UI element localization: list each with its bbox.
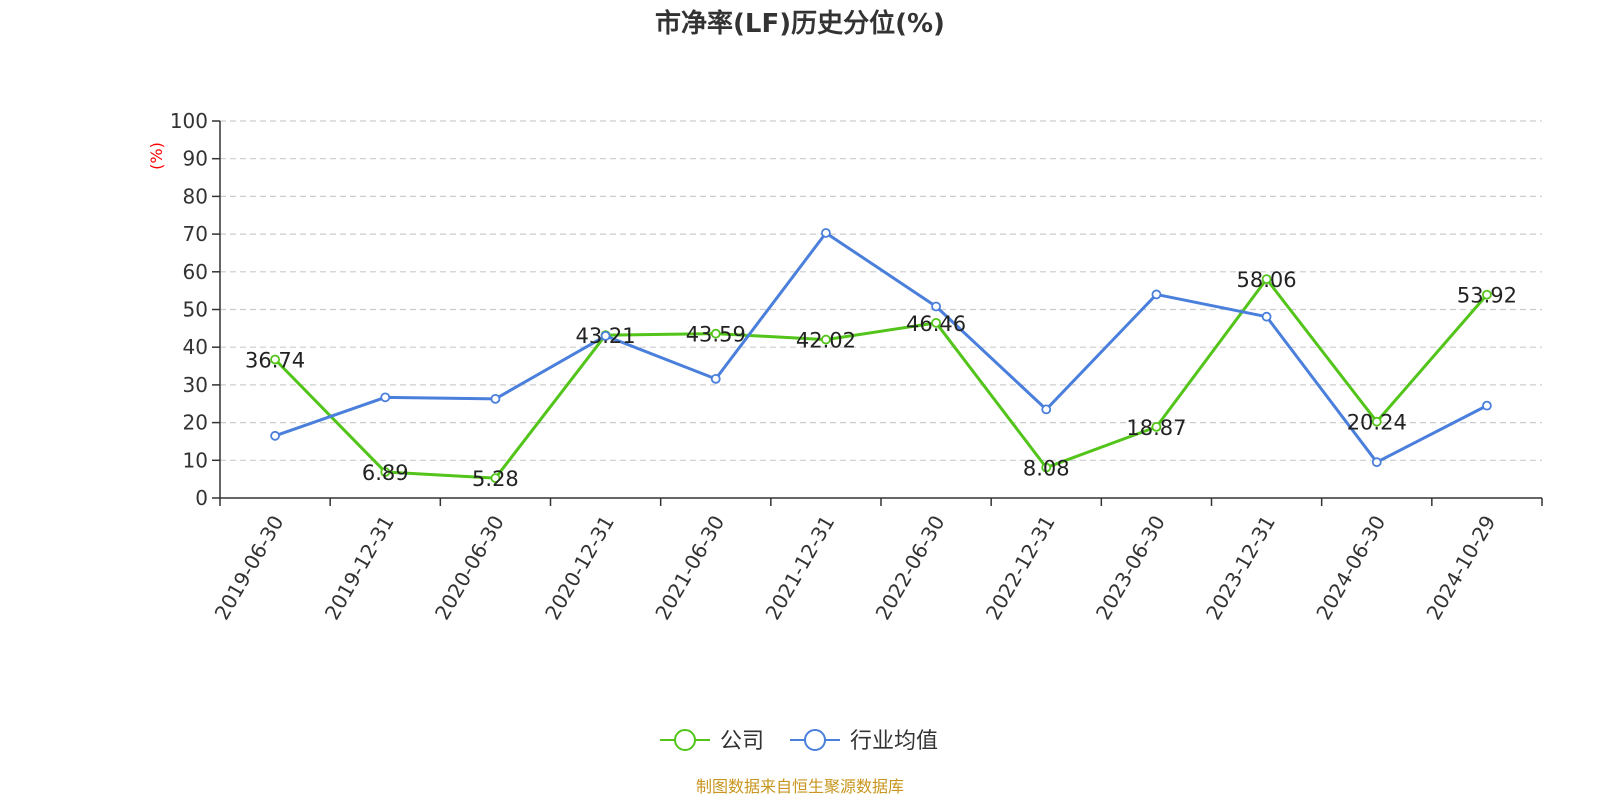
data-point[interactable] [931, 317, 941, 328]
data-label: 43.21 [576, 324, 636, 348]
data-point[interactable] [821, 334, 831, 345]
x-tick-label: 2024-10-29 [1421, 511, 1500, 624]
data-label: 20.24 [1347, 411, 1407, 435]
x-tick-label: 2020-06-30 [430, 511, 509, 624]
x-tick-label: 2024-06-30 [1311, 511, 1390, 624]
data-point[interactable] [710, 328, 721, 339]
data-point[interactable] [600, 330, 611, 341]
data-point[interactable] [1371, 457, 1382, 468]
data-point[interactable] [821, 228, 831, 238]
data-point[interactable] [1482, 400, 1492, 411]
source-note: 制图数据来自恒生聚源数据库 [696, 777, 904, 796]
data-label: 58.06 [1237, 268, 1297, 292]
data-point[interactable] [270, 430, 280, 441]
data-point[interactable] [490, 393, 501, 404]
data-label: 6.89 [362, 461, 409, 485]
series [270, 228, 1492, 483]
x-tick-label: 2021-12-31 [760, 511, 839, 624]
y-tick-label: 100 [170, 109, 208, 133]
y-tick-label: 70 [183, 222, 208, 246]
x-tick-label: 2019-12-31 [320, 511, 399, 624]
y-axis-label: (%) [147, 142, 166, 170]
x-tick-label: 2023-06-30 [1091, 511, 1170, 624]
x-tick-label: 2021-06-30 [650, 511, 729, 624]
data-point[interactable] [1482, 289, 1492, 300]
legend-marker [674, 729, 696, 751]
y-tick-label: 20 [183, 411, 208, 435]
legend-label: 公司 [720, 729, 764, 754]
y-tick-label: 30 [183, 373, 208, 397]
y-tick-label: 40 [183, 335, 208, 359]
data-point[interactable] [1151, 421, 1162, 432]
x-tick-label: 2020-12-31 [540, 511, 619, 624]
legend-marker [804, 729, 826, 751]
x-tick-label: 2022-12-31 [981, 511, 1060, 624]
data-point[interactable] [1041, 462, 1052, 473]
data-label: 53.92 [1457, 284, 1517, 308]
data-label: 36.74 [245, 348, 305, 372]
data-labels: 36.74 6.89 5.28 43.21 43.59 42.02 46.46 8.08 18.… [245, 268, 1517, 491]
data-point[interactable] [490, 473, 501, 483]
legend-item[interactable]: 公司 [660, 729, 764, 754]
data-point[interactable] [1041, 404, 1052, 415]
data-point[interactable] [380, 392, 391, 403]
data-point[interactable] [710, 373, 721, 384]
data-point[interactable] [1151, 289, 1162, 300]
y-tick-label: 10 [183, 448, 208, 472]
data-point[interactable] [1261, 274, 1272, 285]
data-label: 8.08 [1023, 457, 1070, 481]
data-point[interactable] [1261, 311, 1272, 322]
series-line-1 [274, 231, 1488, 464]
series-line-0 [274, 277, 1489, 480]
legend-item[interactable]: 行业均值 [790, 729, 938, 754]
data-point[interactable] [931, 301, 941, 312]
data-label: 42.02 [796, 329, 856, 353]
data-label: 18.87 [1126, 416, 1186, 440]
data-label: 43.59 [686, 323, 746, 347]
data-point[interactable] [270, 354, 280, 365]
y-tick-label: 80 [183, 184, 208, 208]
x-tick-label: 2022-06-30 [871, 511, 950, 624]
data-label: 46.46 [906, 312, 966, 336]
y-tick-label: 60 [183, 260, 208, 284]
y-tick-label: 0 [195, 486, 208, 510]
legend[interactable]: 公司 行业均值 [660, 729, 938, 754]
y-tick-label: 90 [183, 147, 208, 171]
chart-title: 市净率(LF)历史分位(%) [655, 8, 945, 39]
grid [220, 120, 1542, 461]
data-point[interactable] [380, 467, 391, 477]
y-tick-label: 50 [183, 298, 208, 322]
data-label: 5.28 [472, 467, 519, 491]
x-tick-label: 2019-06-30 [210, 511, 289, 624]
x-tick-label: 2023-12-31 [1201, 511, 1280, 624]
axes: 0 10 20 30 40 50 60 70 80 90 100 2019-06-30 2019-12-… [170, 109, 1543, 624]
legend-label: 行业均值 [850, 729, 938, 754]
data-point[interactable] [1371, 416, 1382, 427]
